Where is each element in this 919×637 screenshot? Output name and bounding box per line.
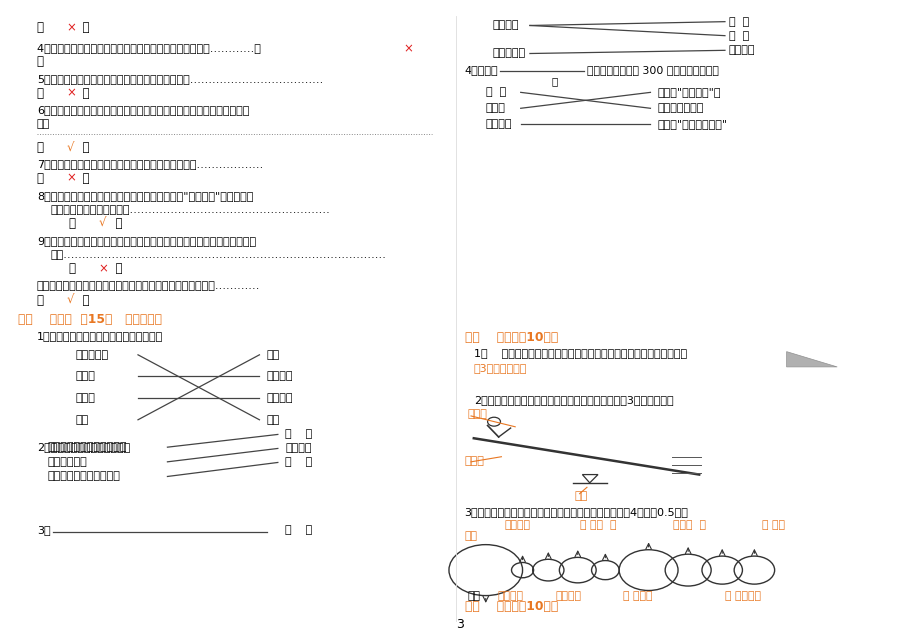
Text: 化、酸雨等多种环境问题。………………………………………………: 化、酸雨等多种环境问题。……………………………………………… [51, 204, 330, 215]
Text: （ 火星  ）: （ 火星 ） [579, 520, 616, 530]
Text: 3、在下图相应的括号内依次写出太阳系的八大行星。（4分每个0.5分）: 3、在下图相应的括号内依次写出太阳系的八大行星。（4分每个0.5分） [464, 507, 687, 517]
Text: ）: ） [75, 294, 90, 306]
Text: １０、日食和月食发生的时间和地区，可以准确地推算出来。…………: １０、日食和月食发生的时间和地区，可以准确地推算出来。………… [37, 281, 260, 291]
Text: （: （ [37, 87, 51, 99]
Text: ×: × [66, 21, 76, 34]
Text: 用力点: 用力点 [467, 409, 487, 419]
Polygon shape [786, 352, 836, 367]
Text: （: （ [37, 172, 51, 185]
Text: 粉。: 粉。 [37, 118, 50, 129]
Text: （ 木星）: （ 木星） [622, 590, 652, 601]
Text: 被誉为"杂交水稻之父": 被誉为"杂交水稻之父" [657, 118, 727, 129]
Text: 轮轴: 轮轴 [267, 415, 279, 425]
Text: ）: ） [75, 87, 90, 99]
Text: ）: ） [108, 217, 122, 230]
Text: ×: × [98, 262, 108, 275]
Text: 7、声音和光不能使物体运动，所以不是能量的形式。………………: 7、声音和光不能使物体运动，所以不是能量的形式。……………… [37, 159, 263, 169]
Text: 4、袁隆平: 4、袁隆平 [464, 65, 498, 75]
Text: 哥白尼: 哥白尼 [485, 103, 505, 113]
Text: 可回收垃圾: 可回收垃圾 [492, 48, 525, 59]
Text: 9、饮料瓶可以回收，医院里的一次性针筒也可以回收，再制作其它塑料制: 9、饮料瓶可以回收，医院里的一次性针筒也可以回收，再制作其它塑料制 [37, 236, 255, 246]
Text: ）: ） [75, 21, 90, 34]
Text: 2、月球运行到地球与太阳之间: 2、月球运行到地球与太阳之间 [37, 442, 130, 452]
Text: 螺丝钉: 螺丝钉 [75, 371, 96, 382]
Text: 电    池: 电 池 [285, 525, 312, 535]
Text: 1、把下面物品和应用的原理用线连起来。: 1、把下面物品和应用的原理用线连起来。 [37, 331, 163, 341]
Text: 月球运行到地球与太阳之间: 月球运行到地球与太阳之间 [48, 442, 127, 452]
Text: 证明地球在自转: 证明地球在自转 [657, 103, 703, 113]
Text: 星）: 星） [464, 531, 477, 541]
Text: 受力点: 受力点 [464, 455, 484, 466]
Text: √: √ [66, 141, 74, 154]
Polygon shape [582, 475, 597, 483]
Text: 塑  料: 塑 料 [728, 31, 748, 41]
Text: √: √ [98, 217, 106, 230]
Text: 五、    填图题（10分）: 五、 填图题（10分） [464, 331, 557, 344]
Text: 1、    下图是月食模拟图，请你在三个球上分别填出日、月、地的名称: 1、 下图是月食模拟图，请你在三个球上分别填出日、月、地的名称 [473, 348, 686, 358]
Text: 月球运行到地球的阴影里: 月球运行到地球的阴影里 [48, 471, 120, 482]
Text: （地球）: （地球） [555, 590, 581, 601]
Text: 四、    连线题  （15分   每线１分）: 四、 连线题 （15分 每线１分） [18, 313, 163, 326]
Text: 日光灯管: 日光灯管 [728, 45, 754, 55]
Text: 5、放大镜的放大倍数越高，放大镜的视野就越大。………………………………: 5、放大镜的放大倍数越高，放大镜的视野就越大。……………………………… [37, 74, 323, 84]
Text: （ 天王星）: （ 天王星） [724, 590, 761, 601]
Text: 镊子: 镊子 [75, 415, 88, 425]
Text: 月球圆缺变化: 月球圆缺变化 [48, 457, 87, 467]
Text: 月相变化: 月相变化 [285, 443, 312, 454]
Text: ）: ） [108, 262, 122, 275]
Text: 汽车方向盘: 汽车方向盘 [75, 350, 108, 360]
Text: ）: ） [75, 141, 90, 154]
Text: 傅  科: 傅 科 [485, 87, 505, 97]
Text: 8、多植树种草，不仅能净化空气，还能有效防止"温室效应"、土地沙漠: 8、多植树种草，不仅能净化空气，还能有效防止"温室效应"、土地沙漠 [37, 190, 253, 201]
Text: 列文虎克: 列文虎克 [485, 118, 512, 129]
Text: （3分每个１分）: （3分每个１分） [473, 362, 527, 373]
Text: 省力杠杆: 省力杠杆 [267, 371, 293, 382]
Text: 6、淀粉遇上碘酒会变蓝，我们常用这个办法来鉴别某种物质是否含有淀: 6、淀粉遇上碘酒会变蓝，我们常用这个办法来鉴别某种物质是否含有淀 [37, 105, 249, 115]
Text: （土星  ）: （土星 ） [673, 520, 706, 530]
Text: （: （ [37, 294, 51, 306]
Text: 玻  璃: 玻 璃 [728, 17, 748, 27]
Text: 3、: 3、 [37, 525, 51, 535]
Text: （: （ [69, 217, 84, 230]
Text: 4、把物体直接放在显微镜下，可以观察物体的微细结构。…………（: 4、把物体直接放在显微镜下，可以观察物体的微细结构。…………（ [37, 43, 267, 54]
Text: （ 海王: （ 海王 [761, 520, 784, 530]
Text: ×: × [66, 172, 76, 185]
Text: √: √ [66, 294, 74, 306]
Text: （金星）: （金星） [504, 520, 529, 530]
Text: 日    食: 日 食 [285, 457, 312, 468]
Text: ）: ） [37, 55, 44, 68]
Text: 支点: 支点 [574, 490, 587, 501]
Text: 镜: 镜 [551, 76, 558, 87]
Text: ×: × [403, 42, 413, 55]
Text: 费力杠杆: 费力杠杆 [267, 393, 293, 403]
Text: 制成最早可以放大 300 倍的金属结构显微: 制成最早可以放大 300 倍的金属结构显微 [586, 65, 718, 75]
Text: 太阳: 太阳 [467, 590, 480, 601]
Text: 有毒垃圾: 有毒垃圾 [492, 20, 518, 31]
Text: 月    食: 月 食 [285, 429, 312, 440]
Text: （: （ [37, 141, 51, 154]
Text: 斜面: 斜面 [267, 350, 279, 360]
Circle shape [487, 417, 500, 426]
Text: 创立了"太阳中心"说: 创立了"太阳中心"说 [657, 87, 720, 97]
Text: （: （ [37, 21, 51, 34]
Text: ）: ） [75, 172, 90, 185]
Text: 六、    列举题（10分）: 六、 列举题（10分） [464, 600, 557, 613]
Text: （: （ [69, 262, 84, 275]
Text: （水星）: （水星） [497, 590, 523, 601]
Text: 羊角锤: 羊角锤 [75, 393, 96, 403]
Text: 3: 3 [456, 618, 463, 631]
Text: 品。……………………………………………………………………………: 品。…………………………………………………………………………… [51, 250, 386, 260]
Text: 2、请你标出下图杠杆的用力点、受力点、支点。（3分每个１分）: 2、请你标出下图杠杆的用力点、受力点、支点。（3分每个１分） [473, 395, 673, 405]
Text: ×: × [66, 87, 76, 99]
